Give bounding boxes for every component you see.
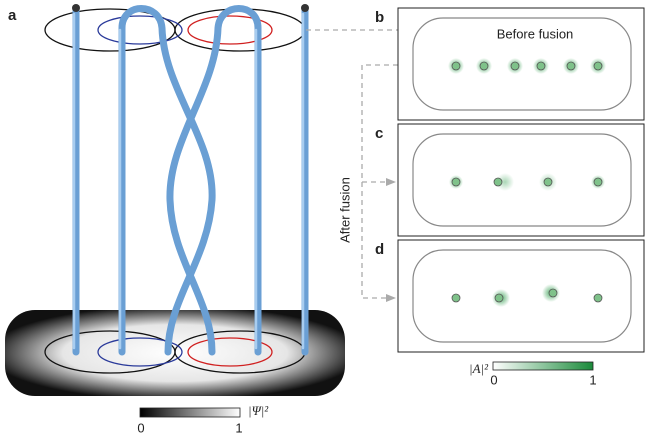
panel-label: c [375,125,383,142]
panel-label: b [375,9,384,26]
panel-label: d [375,241,384,258]
panel-label: a [8,7,17,24]
panels [398,8,644,352]
colorbar-max: 1 [589,372,596,387]
panel-title: Before fusion [497,26,574,41]
colorbar [493,362,593,370]
colorbar-min: 0 [137,420,144,435]
colorbar-min: 0 [490,372,497,387]
colorbar-label: |A|² [469,361,489,376]
colorbar [140,408,240,417]
side-label: After fusion [337,177,352,243]
colorbar-label: |Ψ|² [248,403,269,418]
colorbar-max: 1 [235,420,242,435]
figure: a 0 1 |Ψ|² After fusion b c d Before fus… [0,0,648,445]
anyons [448,58,606,307]
braids [72,4,309,352]
